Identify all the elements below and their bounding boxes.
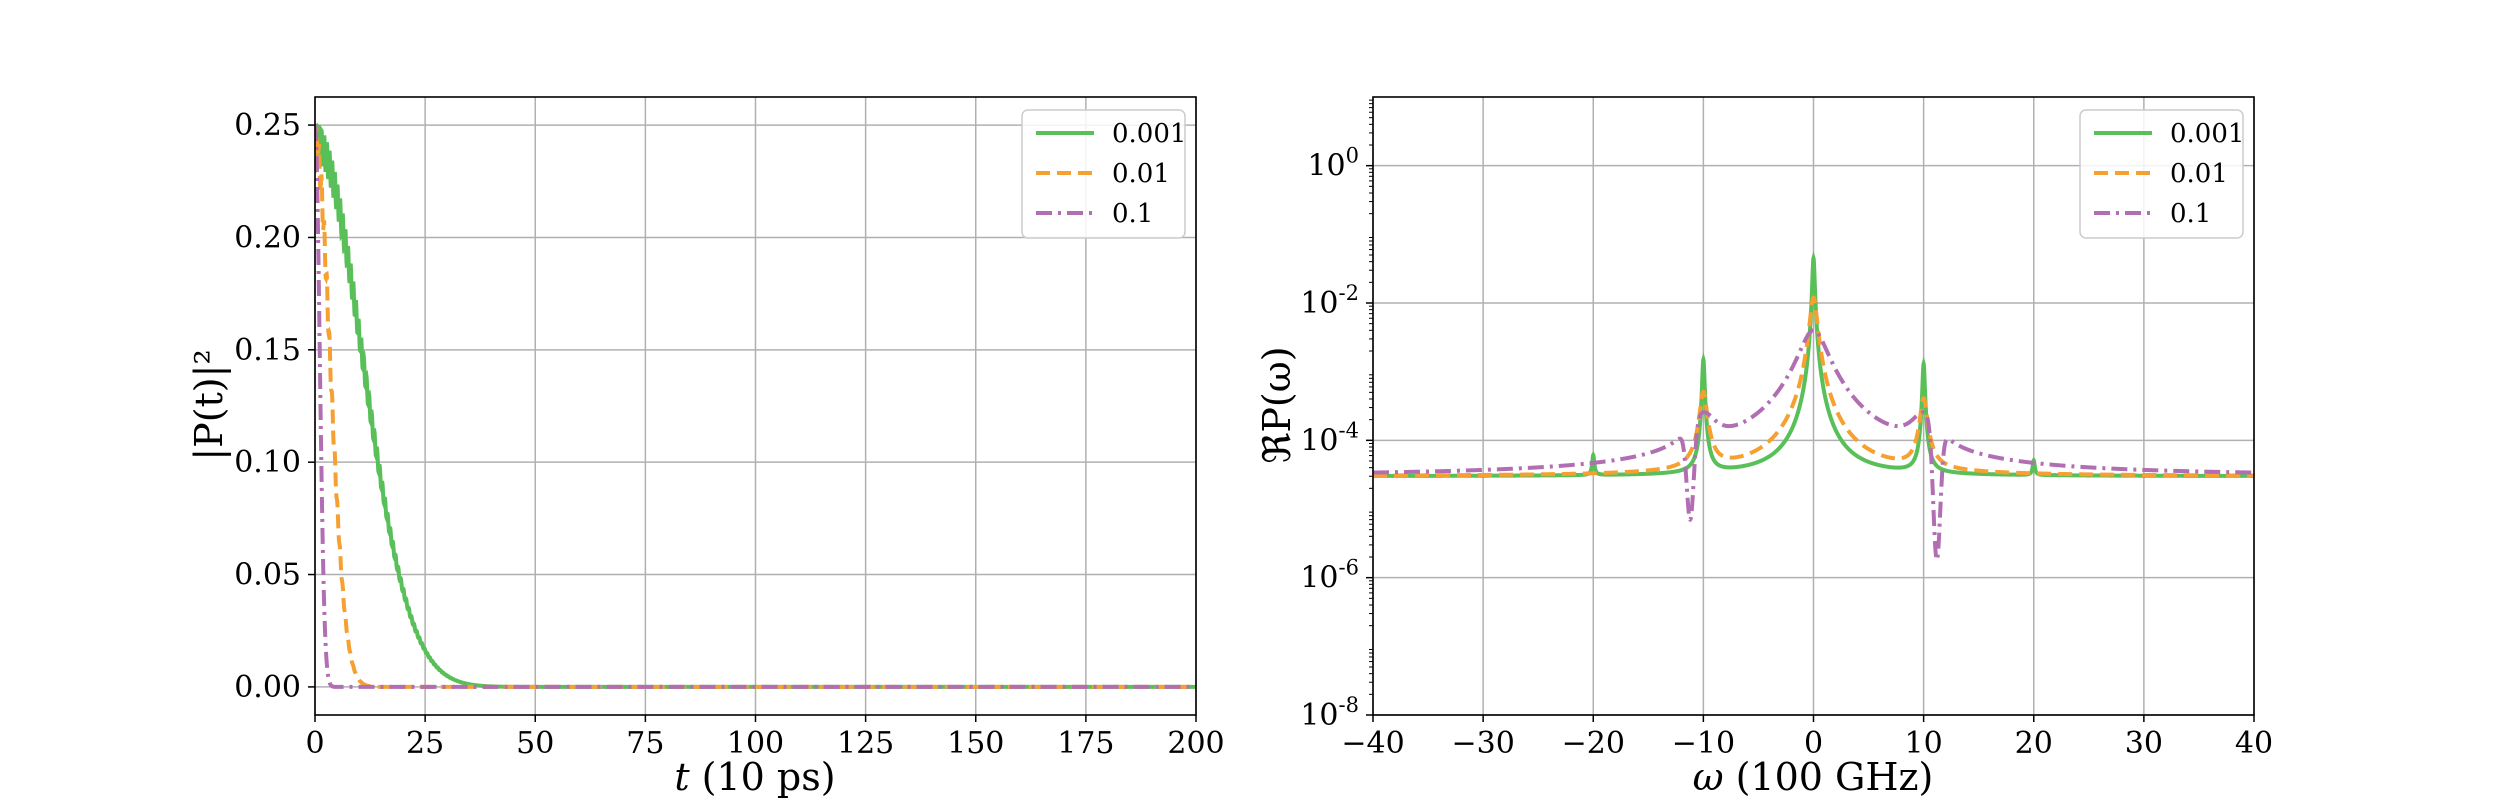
right-x-tick-label: 20 bbox=[2015, 726, 2053, 761]
left-y-tick-label: 0.05 bbox=[234, 558, 301, 593]
right-series-group bbox=[1373, 250, 2254, 563]
left-x-tick-label: 175 bbox=[1057, 726, 1114, 761]
right-series-line-0.01 bbox=[1373, 295, 2254, 478]
right-series-line-0.1 bbox=[1373, 328, 2254, 563]
left-x-tick-label: 75 bbox=[626, 726, 664, 761]
left-x-axis-var: t bbox=[674, 755, 690, 799]
left-legend-box bbox=[1021, 109, 1186, 239]
left-x-ticks: 0 25 50 75 100 125 150 175 200 bbox=[305, 715, 1225, 761]
right-y-axis-label: ℜP(ω) bbox=[1255, 346, 1299, 463]
left-y-ticks: 0.00 0.05 0.10 0.15 0.20 0.25 bbox=[234, 108, 315, 705]
left-legend-label: 0.1 bbox=[1112, 199, 1153, 229]
left-x-tick-label: 200 bbox=[1167, 726, 1224, 761]
left-y-tick-label: 0.10 bbox=[234, 445, 301, 480]
left-legend-label: 0.01 bbox=[1112, 159, 1170, 189]
right-legend: 0.001 0.01 0.1 bbox=[2079, 109, 2244, 239]
left-legend-label: 0.001 bbox=[1112, 119, 1186, 149]
right-y-tick-label: 10-2 bbox=[1300, 281, 1359, 321]
left-x-tick-label: 0 bbox=[305, 726, 324, 761]
left-x-tick-label: 25 bbox=[406, 726, 444, 761]
right-x-axis-unit: (100 GHz) bbox=[1736, 755, 1934, 799]
right-x-tick-label: −30 bbox=[1451, 726, 1514, 761]
left-y-tick-label: 0.20 bbox=[234, 220, 301, 255]
right-x-tick-label: −20 bbox=[1562, 726, 1625, 761]
left-y-tick-label: 0.00 bbox=[234, 670, 301, 705]
left-x-tick-label: 150 bbox=[947, 726, 1004, 761]
right-x-tick-label: 0 bbox=[1804, 726, 1823, 761]
left-x-tick-label: 50 bbox=[516, 726, 554, 761]
right-y-tick-label: 10-8 bbox=[1300, 693, 1359, 733]
right-legend-label: 0.01 bbox=[2170, 159, 2228, 189]
left-series-line-0.1 bbox=[315, 124, 1196, 689]
left-legend: 0.001 0.01 0.1 bbox=[1021, 109, 1186, 239]
right-y-ticks: 100 10-2 10-4 10-6 10-8 bbox=[1300, 99, 1373, 733]
right-y-tick-label: 10-6 bbox=[1300, 556, 1359, 596]
right-x-tick-label: 40 bbox=[2235, 726, 2273, 761]
left-y-tick-label: 0.25 bbox=[234, 108, 301, 143]
right-legend-box bbox=[2079, 109, 2244, 239]
right-legend-label: 0.1 bbox=[2170, 199, 2211, 229]
left-x-axis-unit: (10 ps) bbox=[702, 755, 836, 799]
left-y-axis-label: |P(t)|² bbox=[187, 349, 231, 460]
right-x-axis-label: ω (100 GHz) bbox=[1693, 755, 1934, 799]
left-x-tick-label: 100 bbox=[727, 726, 784, 761]
right-x-tick-label: 30 bbox=[2125, 726, 2163, 761]
left-series-group bbox=[315, 122, 1196, 689]
right-x-tick-label: −40 bbox=[1341, 726, 1404, 761]
right-y-tick-label: 100 bbox=[1307, 144, 1359, 184]
frequency-domain-plot: −40 −30 −20 −10 0 10 20 30 40 100 10-2 10-4 10-6 10-… bbox=[1255, 96, 2273, 799]
time-domain-plot: 0 25 50 75 100 125 150 175 200 0.000.050.100.150… bbox=[187, 96, 1225, 799]
left-y-tick-label: 0.15 bbox=[234, 333, 301, 368]
right-x-tick-label: −10 bbox=[1672, 726, 1735, 761]
right-x-tick-label: 10 bbox=[1905, 726, 1943, 761]
left-x-tick-label: 125 bbox=[837, 726, 894, 761]
right-legend-label: 0.001 bbox=[2170, 119, 2244, 149]
left-x-axis-label: t (10 ps) bbox=[674, 755, 835, 799]
right-x-ticks: −40 −30 −20 −10 0 10 20 30 40 bbox=[1341, 715, 2273, 761]
right-y-tick-label: 10-4 bbox=[1300, 418, 1359, 458]
right-x-axis-var: ω bbox=[1693, 755, 1724, 799]
